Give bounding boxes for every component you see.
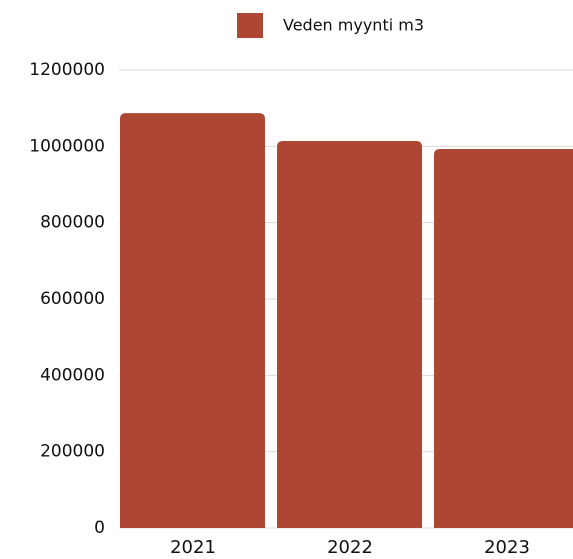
bar bbox=[434, 149, 573, 528]
legend-swatch bbox=[237, 13, 263, 38]
y-tick-label: 600000 bbox=[40, 289, 105, 309]
y-tick-label: 400000 bbox=[40, 365, 105, 385]
x-tick-label: 2023 bbox=[484, 537, 530, 558]
y-tick-label: 0 bbox=[94, 518, 105, 538]
bar bbox=[120, 113, 265, 529]
y-tick-label: 200000 bbox=[40, 442, 105, 462]
y-tick-label: 800000 bbox=[40, 213, 105, 233]
y-tick-label: 1000000 bbox=[29, 136, 105, 156]
bar bbox=[277, 140, 422, 529]
x-tick-label: 2021 bbox=[170, 537, 216, 558]
legend-label: Veden myynti m3 bbox=[283, 16, 424, 35]
y-tick-label: 1200000 bbox=[29, 60, 105, 80]
x-tick-label: 2022 bbox=[327, 537, 373, 558]
